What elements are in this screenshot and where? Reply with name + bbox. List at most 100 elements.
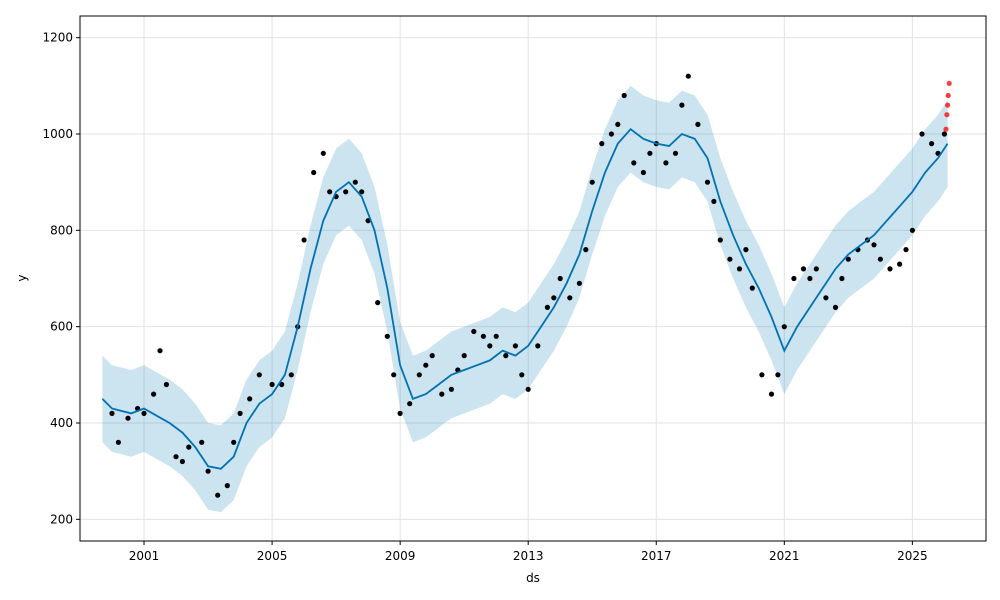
observed-point: [743, 247, 749, 253]
x-axis-label: ds: [526, 571, 540, 585]
observed-point: [384, 333, 390, 339]
observed-point: [151, 391, 157, 397]
observed-point: [269, 381, 275, 388]
observed-point: [320, 150, 326, 156]
observed-point: [512, 343, 519, 349]
observed-point: [781, 324, 787, 330]
recent-point: [945, 92, 951, 99]
observed-point: [205, 468, 211, 474]
observed-point: [583, 247, 589, 253]
observed-point: [247, 396, 253, 402]
observed-point: [375, 300, 381, 306]
y-tick-label: 1200: [42, 31, 73, 45]
observed-point: [199, 439, 205, 445]
observed-point: [839, 275, 845, 282]
observed-point: [640, 169, 647, 176]
forecast-yhat-line: [101, 127, 949, 470]
y-axis: 200 400 600 800 1000 1200: [42, 31, 80, 526]
observed-point: [141, 410, 147, 416]
observed-point: [615, 121, 621, 127]
observed-point: [407, 401, 413, 407]
recent-point: [943, 126, 949, 132]
observed-point: [929, 141, 935, 147]
x-tick-label: 2017: [641, 549, 672, 563]
y-axis-label: y: [15, 274, 29, 281]
observed-point: [576, 280, 583, 286]
observed-point: [589, 179, 595, 185]
observed-point: [448, 386, 454, 392]
observed-point: [288, 372, 294, 378]
observed-point: [845, 256, 851, 262]
observed-point: [179, 458, 185, 465]
y-tick-label: 1000: [42, 127, 73, 141]
observed-point: [423, 362, 429, 368]
observed-point: [871, 242, 877, 248]
observed-point: [551, 295, 557, 301]
observed-point: [717, 237, 723, 243]
observed-point: [163, 381, 169, 388]
observed-point: [471, 328, 477, 335]
observed-point: [749, 285, 755, 291]
grid: [80, 16, 986, 541]
x-axis: 2001 2005 2009 2013 2017 2021 2025: [129, 541, 928, 563]
forecast-line: [101, 127, 949, 470]
observed-point: [416, 372, 422, 378]
observed-point: [695, 121, 701, 127]
observed-point: [157, 348, 163, 354]
observed-point: [487, 343, 493, 349]
observed-point: [711, 198, 717, 204]
observed-point: [832, 304, 839, 310]
observed-point: [186, 444, 192, 450]
y-tick-label: 200: [50, 512, 73, 526]
recent-point: [946, 80, 952, 86]
observed-point: [736, 266, 743, 272]
observed-point: [599, 141, 605, 147]
observed-point: [768, 391, 775, 397]
x-tick-label: 2025: [897, 549, 928, 563]
y-tick-label: 400: [50, 416, 73, 430]
observed-point: [877, 256, 884, 262]
observed-point: [775, 372, 781, 378]
observed-point: [704, 179, 711, 185]
observed-point: [327, 189, 333, 195]
observed-point: [791, 275, 797, 282]
x-tick-label: 2001: [129, 549, 160, 563]
observed-point: [544, 304, 551, 310]
observed-point: [823, 295, 829, 301]
observed-point: [631, 160, 637, 166]
observed-point: [919, 131, 925, 137]
observed-point: [503, 353, 509, 359]
x-tick-label: 2009: [385, 549, 416, 563]
observed-point: [557, 275, 563, 282]
uncertainty-band-area: [102, 85, 948, 513]
observed-point: [343, 189, 349, 195]
observed-point: [480, 333, 486, 339]
plot-frame: [79, 15, 987, 542]
observed-point: [429, 353, 435, 359]
observed-point: [887, 266, 893, 272]
observed-point: [807, 275, 813, 282]
observed-point: [301, 237, 307, 243]
observed-point: [525, 386, 531, 392]
observed-point: [903, 247, 909, 253]
observed-point: [109, 410, 115, 416]
observed-point: [397, 410, 403, 416]
observed-point: [759, 372, 765, 378]
uncertainty-band: [102, 85, 948, 513]
observed-point: [800, 266, 807, 272]
observed-point: [237, 410, 243, 416]
observed-point: [941, 131, 948, 137]
observed-point: [256, 372, 262, 378]
observed-point: [461, 353, 467, 359]
observed-point: [215, 492, 221, 498]
observed-point: [621, 92, 627, 99]
observed-point: [608, 131, 615, 137]
observed-point: [647, 150, 653, 156]
observed-point: [224, 483, 230, 489]
observed-point: [352, 179, 358, 185]
observed-point: [391, 372, 397, 378]
observed-point: [672, 150, 679, 156]
observed-point: [359, 189, 365, 195]
